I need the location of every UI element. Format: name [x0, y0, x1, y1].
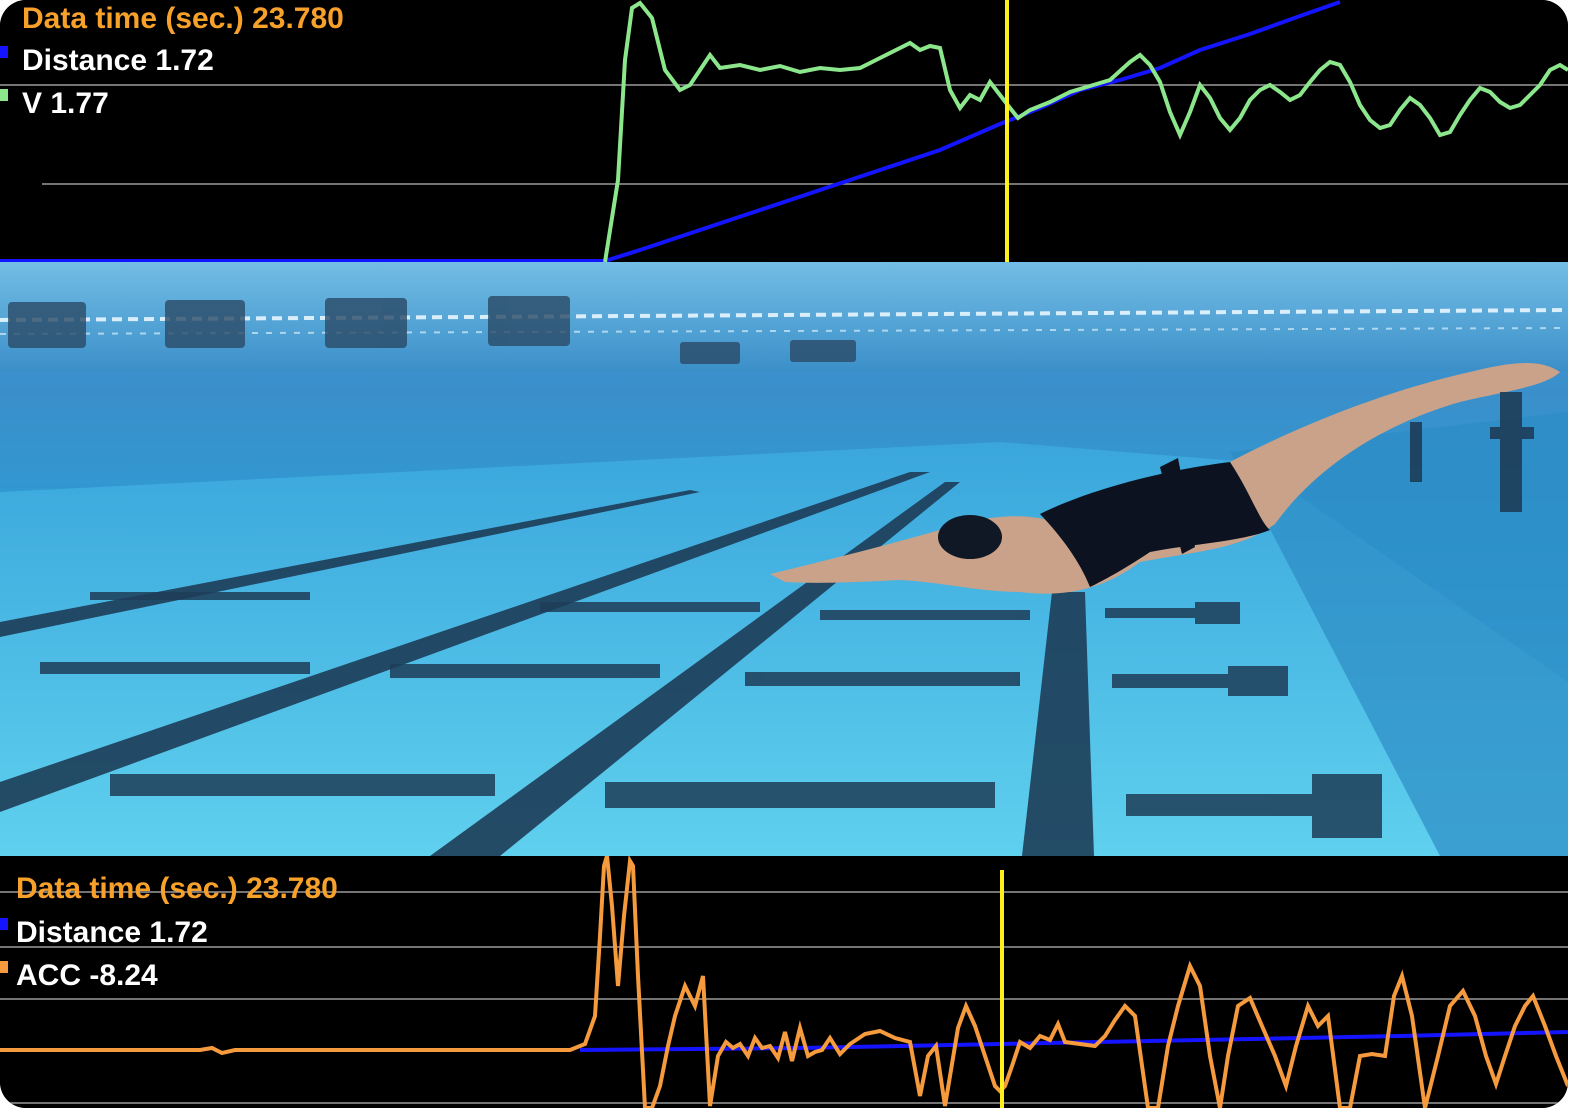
bottom-acc-label: ACC: [16, 959, 81, 992]
distance-series-line: [579, 1030, 1568, 1052]
bottom-graph-panel: Data time (sec.) 23.780 Distance 1.72 AC…: [0, 856, 1568, 1108]
top-velocity-value: 1.77: [50, 87, 109, 120]
starting-blocks: [8, 296, 856, 364]
pool-wall: [1230, 412, 1568, 856]
pool-scene-svg: [0, 262, 1568, 856]
top-graph-panel: Data time (sec.) 23.780 Distance 1.72 V …: [0, 0, 1568, 262]
top-distance-label: Distance: [22, 44, 148, 77]
top-graph-svg: [0, 0, 1568, 262]
top-velocity-label: V: [22, 87, 43, 120]
top-time-value: 23.780: [252, 2, 344, 35]
distance-legend-marker: [0, 918, 8, 930]
velocity-series-line: [603, 0, 1568, 262]
swimmer: [770, 362, 1560, 594]
bottom-acc-readout: ACC -8.24: [16, 961, 158, 991]
backstroke-marker: [1410, 392, 1534, 512]
acceleration-series-line: [0, 856, 1568, 1108]
bottom-time-label: Data time (sec.): [16, 872, 238, 905]
top-distance-value: 1.72: [155, 44, 214, 77]
lane-rope: [0, 308, 1568, 322]
bottom-distance-readout: Distance 1.72: [16, 918, 208, 948]
underwater-video: [0, 262, 1568, 856]
distance-series-line: [0, 0, 1341, 262]
bottom-distance-label: Distance: [16, 916, 142, 949]
velocity-legend-marker: [0, 89, 8, 101]
bottom-time-value: 23.780: [246, 872, 338, 905]
acceleration-legend-marker: [0, 961, 8, 973]
top-distance-readout: Distance 1.72: [22, 46, 214, 76]
bottom-acc-value: -8.24: [89, 959, 158, 992]
distance-legend-marker: [0, 46, 8, 58]
bottom-graph-svg: [0, 856, 1568, 1108]
top-time-label: Data time (sec.): [22, 2, 244, 35]
top-velocity-readout: V 1.77: [22, 89, 109, 119]
top-time-readout: Data time (sec.) 23.780: [22, 4, 344, 34]
bottom-time-readout: Data time (sec.) 23.780: [16, 874, 338, 904]
bottom-distance-value: 1.72: [149, 916, 208, 949]
floor-markings: [40, 592, 1382, 838]
